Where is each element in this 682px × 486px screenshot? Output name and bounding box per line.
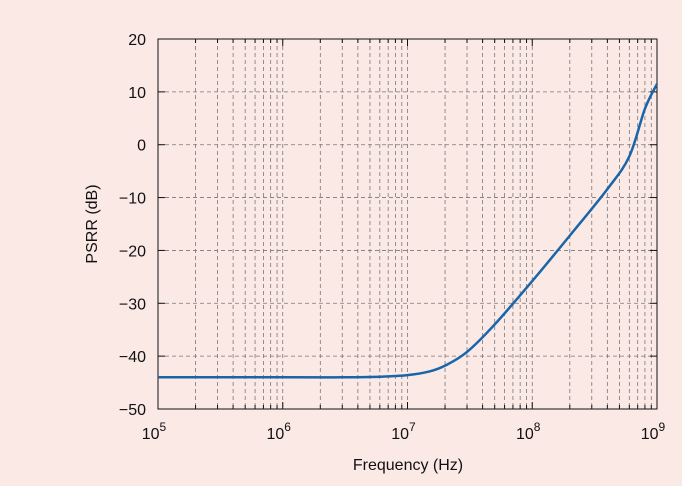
y-axis-label: PSRR (dB) (84, 184, 101, 263)
y-tick-labels: 20 10 0 −10 −20 −30 −40 −50 (119, 32, 146, 419)
y-tick-label: −20 (119, 243, 146, 260)
y-tick-label: −30 (119, 296, 146, 313)
y-tick-label: −10 (119, 191, 146, 208)
x-tick-label: 108 (516, 420, 541, 443)
y-tick-label: 10 (128, 85, 146, 102)
x-axis-label: Frequency (Hz) (353, 457, 463, 474)
grid (158, 39, 657, 409)
tick-marks (157, 38, 657, 410)
x-tick-label: 105 (142, 420, 167, 443)
series-line-psrr (158, 83, 659, 379)
y-tick-label: −50 (119, 402, 146, 419)
x-tick-label: 106 (267, 420, 292, 443)
y-tick-label: −40 (119, 349, 146, 366)
y-tick-label: 20 (128, 32, 146, 49)
x-tick-label: 109 (641, 420, 666, 443)
x-tick-labels: 105 106 107 108 109 (142, 420, 666, 443)
y-tick-label: 0 (137, 138, 146, 155)
x-tick-label: 107 (391, 420, 416, 443)
